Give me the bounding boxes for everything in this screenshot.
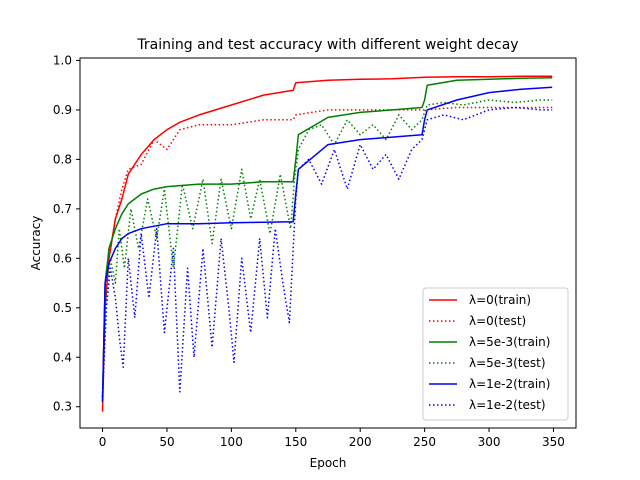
y-tick-label: 0.9 xyxy=(53,103,72,117)
y-tick-label: 0.8 xyxy=(53,152,72,166)
series-line-5 xyxy=(101,106,553,397)
legend-box xyxy=(422,287,569,421)
y-tick-label: 1.0 xyxy=(53,53,72,67)
legend-label: λ=0(test) xyxy=(469,314,526,328)
x-tick-label: 50 xyxy=(159,435,174,449)
x-tick-label: 0 xyxy=(99,435,107,449)
x-tick-label: 300 xyxy=(478,435,501,449)
x-tick-label: 150 xyxy=(284,435,307,449)
plot-lines xyxy=(101,75,553,412)
series-line-4 xyxy=(101,86,553,402)
x-tick-label: 250 xyxy=(413,435,436,449)
y-tick-label: 0.7 xyxy=(53,202,72,216)
legend-label: λ=5e-3(train) xyxy=(469,335,550,349)
legend-label: λ=0(train) xyxy=(469,293,531,307)
x-axis: 0 50 100 150 200 250 300 350 xyxy=(99,428,565,449)
x-tick-label: 100 xyxy=(220,435,243,449)
y-tick-label: 0.5 xyxy=(53,301,72,315)
y-tick-label: 0.6 xyxy=(53,251,72,265)
chart-title: Training and test accuracy with differen… xyxy=(136,37,518,53)
x-tick-label: 350 xyxy=(542,435,565,449)
x-axis-label: Epoch xyxy=(310,456,347,470)
legend: λ=0(train) λ=0(test) λ=5e-3(train) λ=5e-3(t… xyxy=(422,287,569,421)
y-tick-label: 0.4 xyxy=(53,350,72,364)
plot-frame xyxy=(79,57,577,429)
y-axis: 0.3 0.4 0.5 0.6 0.7 0.8 0.9 1.0 xyxy=(53,53,80,414)
series-line-2 xyxy=(101,77,553,402)
y-tick-label: 0.3 xyxy=(53,400,72,414)
x-tick-label: 200 xyxy=(349,435,372,449)
series-line-1 xyxy=(101,106,553,402)
series-line-0 xyxy=(101,75,553,412)
legend-label: λ=1e-2(train) xyxy=(469,377,550,391)
legend-label: λ=1e-2(test) xyxy=(469,398,546,412)
legend-label: λ=5e-3(test) xyxy=(469,356,546,370)
y-axis-label: Accuracy xyxy=(29,216,43,271)
